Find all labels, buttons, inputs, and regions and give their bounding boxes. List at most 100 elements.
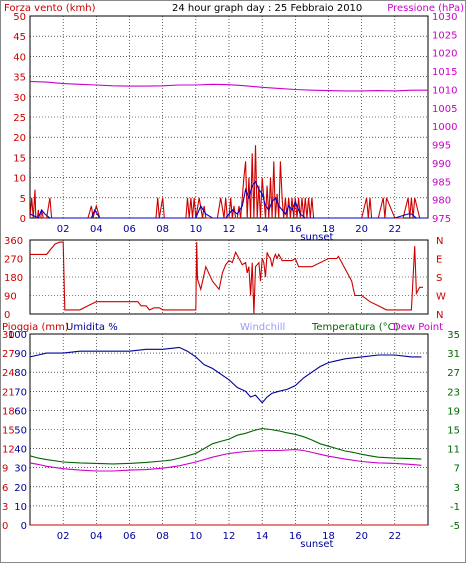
wind-tick-label: 20 bbox=[13, 133, 26, 144]
dewpoint-label: Dew Point bbox=[393, 322, 443, 333]
wind-tick-label: 50 bbox=[13, 12, 26, 23]
temperature-tick-label: 11 bbox=[447, 445, 460, 456]
hour-tick-label: 10 bbox=[189, 531, 202, 542]
humidity-tick-label: 60 bbox=[14, 406, 27, 417]
hour-tick-label: 16 bbox=[289, 531, 302, 542]
hour-tick-label: 04 bbox=[90, 531, 103, 542]
hour-tick-label: 06 bbox=[123, 531, 136, 542]
temperature-tick-label: 35 bbox=[447, 330, 460, 341]
series-line-humidity bbox=[29, 346, 422, 404]
hour-tick-label: 20 bbox=[355, 224, 368, 235]
hour-tick-label: 02 bbox=[57, 224, 70, 235]
temperature-tick-label: -5 bbox=[450, 521, 460, 532]
temperature-tick-label: 23 bbox=[447, 387, 460, 398]
temperature-tick-label: 3 bbox=[454, 483, 460, 494]
direction-tick-label: 0 bbox=[4, 310, 10, 321]
direction-tick-label: 360 bbox=[4, 236, 23, 247]
wind-tick-label: 30 bbox=[13, 93, 26, 104]
pressure-tick-label: 1015 bbox=[432, 67, 457, 78]
hour-tick-label: 18 bbox=[322, 224, 335, 235]
wind-tick-label: 45 bbox=[13, 32, 26, 43]
compass-label: W bbox=[436, 292, 446, 303]
humidity-tick-label: 0 bbox=[21, 521, 27, 532]
hour-tick-label: 02 bbox=[57, 531, 70, 542]
pressure-tick-label: 975 bbox=[432, 214, 451, 225]
rain-tick-label: 24 bbox=[2, 368, 15, 379]
pressure-tick-label: 995 bbox=[432, 141, 451, 152]
temperature-tick-label: 15 bbox=[447, 426, 460, 437]
hour-tick-label: 14 bbox=[256, 224, 269, 235]
temperature-tick-label: 27 bbox=[447, 368, 460, 379]
temperature-tick-label: 19 bbox=[447, 406, 460, 417]
pressure-tick-label: 980 bbox=[432, 196, 451, 207]
humidity-tick-label: 10 bbox=[14, 502, 27, 513]
hour-tick-label: 12 bbox=[223, 531, 236, 542]
pressure-tick-label: 1010 bbox=[432, 85, 457, 96]
humidity-axis-label: Umidita % bbox=[66, 322, 118, 333]
temperature-tick-label: 31 bbox=[447, 349, 460, 360]
direction-tick-label: 90 bbox=[4, 292, 17, 303]
wind-tick-label: 25 bbox=[13, 113, 26, 124]
series-line-temperature bbox=[29, 427, 422, 465]
humidity-tick-label: 20 bbox=[14, 483, 27, 494]
wind-tick-label: 5 bbox=[20, 194, 26, 205]
compass-label: S bbox=[436, 273, 442, 284]
series-line-direction bbox=[30, 241, 423, 315]
windchill-label: Windchill bbox=[240, 322, 285, 333]
temperature-tick-label: -1 bbox=[450, 502, 460, 513]
wind-tick-label: 0 bbox=[20, 214, 26, 225]
graph-title: 24 hour graph day : 25 Febbraio 2010 bbox=[172, 3, 362, 14]
hour-tick-label: 22 bbox=[388, 531, 401, 542]
series-line-gust bbox=[29, 180, 428, 219]
series-line-dewpoint bbox=[29, 449, 422, 472]
rain-tick-label: 18 bbox=[2, 406, 15, 417]
pressure-tick-label: 1005 bbox=[432, 104, 457, 115]
humidity-tick-label: 90 bbox=[14, 349, 27, 360]
wind-tick-label: 40 bbox=[13, 52, 26, 63]
compass-label: E bbox=[436, 255, 442, 266]
humidity-tick-label: 70 bbox=[14, 387, 27, 398]
rain-tick-label: 9 bbox=[2, 464, 8, 475]
rain-tick-label: 30 bbox=[2, 330, 15, 341]
humidity-tick-label: 40 bbox=[14, 445, 27, 456]
humidity-tick-label: 50 bbox=[14, 426, 27, 437]
pressure-tick-label: 1025 bbox=[432, 30, 457, 41]
temperature-label: Temperatura (°C) bbox=[311, 322, 399, 333]
hour-tick-label: 12 bbox=[223, 224, 236, 235]
humidity-tick-label: 30 bbox=[14, 464, 27, 475]
rain-tick-label: 6 bbox=[2, 483, 8, 494]
sunset-label-top: sunset bbox=[300, 232, 333, 243]
sunset-label-bottom: sunset bbox=[300, 539, 333, 550]
hour-tick-label: 04 bbox=[90, 224, 103, 235]
direction-tick-label: 270 bbox=[4, 255, 23, 266]
pressure-tick-label: 990 bbox=[432, 159, 451, 170]
rain-tick-label: 27 bbox=[2, 349, 15, 360]
direction-tick-label: 180 bbox=[4, 273, 23, 284]
rain-tick-label: 15 bbox=[2, 426, 15, 437]
compass-label: N bbox=[436, 310, 443, 321]
hour-tick-label: 22 bbox=[388, 224, 401, 235]
hour-tick-label: 10 bbox=[189, 224, 202, 235]
humidity-tick-label: 100 bbox=[8, 330, 27, 341]
wind-axis-label: Forza vento (kmh) bbox=[4, 3, 96, 14]
hour-tick-label: 08 bbox=[156, 224, 169, 235]
wind-tick-label: 10 bbox=[13, 174, 26, 185]
pressure-tick-label: 1030 bbox=[432, 12, 457, 23]
pressure-tick-label: 985 bbox=[432, 177, 451, 188]
rain-tick-label: 0 bbox=[2, 521, 8, 532]
wind-tick-label: 15 bbox=[13, 153, 26, 164]
rain-axis-label: Pioggia (mm) bbox=[2, 322, 69, 333]
hour-tick-label: 08 bbox=[156, 531, 169, 542]
pressure-axis-label: Pressione (hPa) bbox=[387, 3, 464, 14]
hour-tick-label: 06 bbox=[123, 224, 136, 235]
hour-tick-label: 18 bbox=[322, 531, 335, 542]
wind-tick-label: 35 bbox=[13, 73, 26, 84]
hour-tick-label: 14 bbox=[256, 531, 269, 542]
humidity-tick-label: 80 bbox=[14, 368, 27, 379]
series-line-pressure bbox=[29, 80, 428, 92]
rain-tick-label: 12 bbox=[2, 445, 15, 456]
